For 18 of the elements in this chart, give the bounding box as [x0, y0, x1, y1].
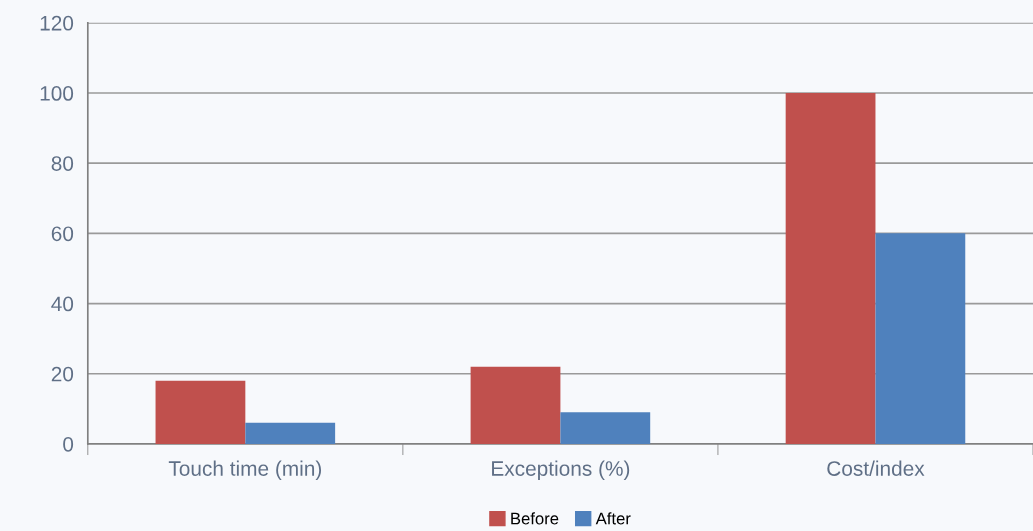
y-tick-label: 80 — [51, 156, 74, 171]
bar — [470, 366, 561, 444]
legend-label: Before — [511, 512, 559, 525]
y-tick-label: 60 — [51, 226, 74, 242]
x-tick-label: Cost/index — [827, 460, 925, 476]
y-tick-label: 20 — [51, 366, 74, 382]
y-tick-label: 120 — [40, 15, 74, 31]
y-tick-label: 100 — [40, 86, 74, 101]
bar — [560, 412, 651, 444]
x-tick-label: Exceptions (%) — [492, 460, 630, 480]
x-tick-label: Touch time (min) — [168, 460, 322, 480]
bar — [875, 233, 966, 444]
y-tick-label: 40 — [51, 296, 74, 312]
bar — [785, 93, 876, 444]
legend-label: After — [595, 512, 631, 525]
bar — [245, 422, 336, 444]
bar — [155, 380, 246, 444]
y-tick-label: 0 — [63, 436, 74, 452]
